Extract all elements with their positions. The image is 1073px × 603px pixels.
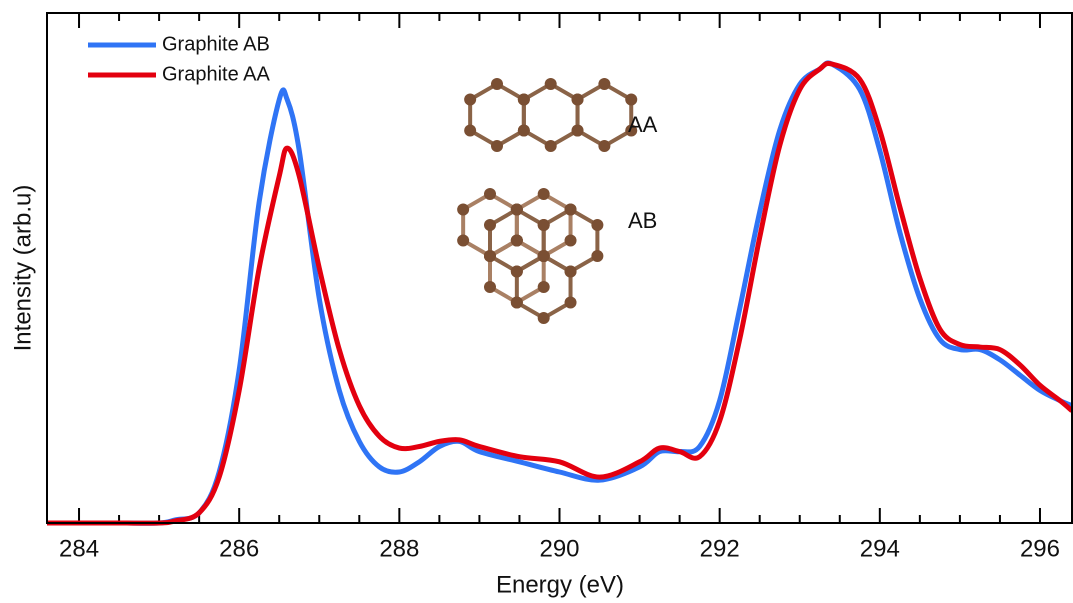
x-tick-label: 294: [860, 535, 900, 562]
atom: [571, 93, 584, 106]
atom: [457, 234, 470, 247]
atom: [625, 93, 638, 106]
x-tick-label: 290: [539, 535, 579, 562]
x-tick-label: 292: [700, 535, 740, 562]
atom: [564, 265, 577, 278]
atom: [564, 234, 577, 247]
series-line: [46, 60, 1073, 526]
x-axis-label: Energy (eV): [496, 571, 624, 598]
legend-label: Graphite AB: [162, 33, 270, 55]
x-tick-label: 284: [59, 535, 99, 562]
atom: [484, 188, 496, 200]
atom: [625, 124, 638, 137]
atom: [510, 203, 523, 216]
atom: [484, 250, 496, 262]
atom: [464, 124, 477, 137]
atom: [544, 78, 557, 90]
structure-inset: AA AB: [457, 78, 658, 324]
x-tick-label: 288: [379, 535, 419, 562]
atom: [598, 140, 611, 152]
plot-frame: [46, 12, 1073, 524]
atom: [484, 219, 496, 231]
annotation: AB: [628, 208, 657, 233]
atom: [564, 296, 577, 309]
atom: [517, 93, 530, 106]
atom: [491, 140, 503, 152]
atom: [564, 203, 577, 216]
bond: [468, 81, 526, 149]
y-axis-label: Intensity (arb.u): [9, 185, 36, 352]
bond: [521, 81, 580, 149]
atom: [591, 219, 604, 231]
x-tick-label: 286: [219, 535, 259, 562]
plot-area: [46, 13, 1073, 526]
annotation: AA: [628, 112, 658, 137]
atom: [537, 219, 550, 231]
series-line: [46, 60, 1073, 526]
atom: [510, 265, 523, 278]
bond: [575, 81, 634, 149]
atom: [537, 188, 550, 200]
legend-label: Graphite AA: [162, 63, 271, 85]
atom: [517, 124, 530, 137]
atom: [484, 281, 496, 293]
atom: [598, 78, 611, 90]
atom: [491, 78, 503, 90]
atom: [537, 312, 550, 324]
atom: [544, 140, 557, 152]
atom: [537, 281, 550, 293]
atom: [510, 234, 523, 247]
atom: [591, 250, 604, 262]
x-tick-label: 296: [1020, 535, 1060, 562]
atom: [464, 93, 477, 106]
atom: [510, 296, 523, 309]
atom: [457, 203, 470, 216]
atom: [537, 250, 550, 262]
atom: [571, 124, 584, 137]
